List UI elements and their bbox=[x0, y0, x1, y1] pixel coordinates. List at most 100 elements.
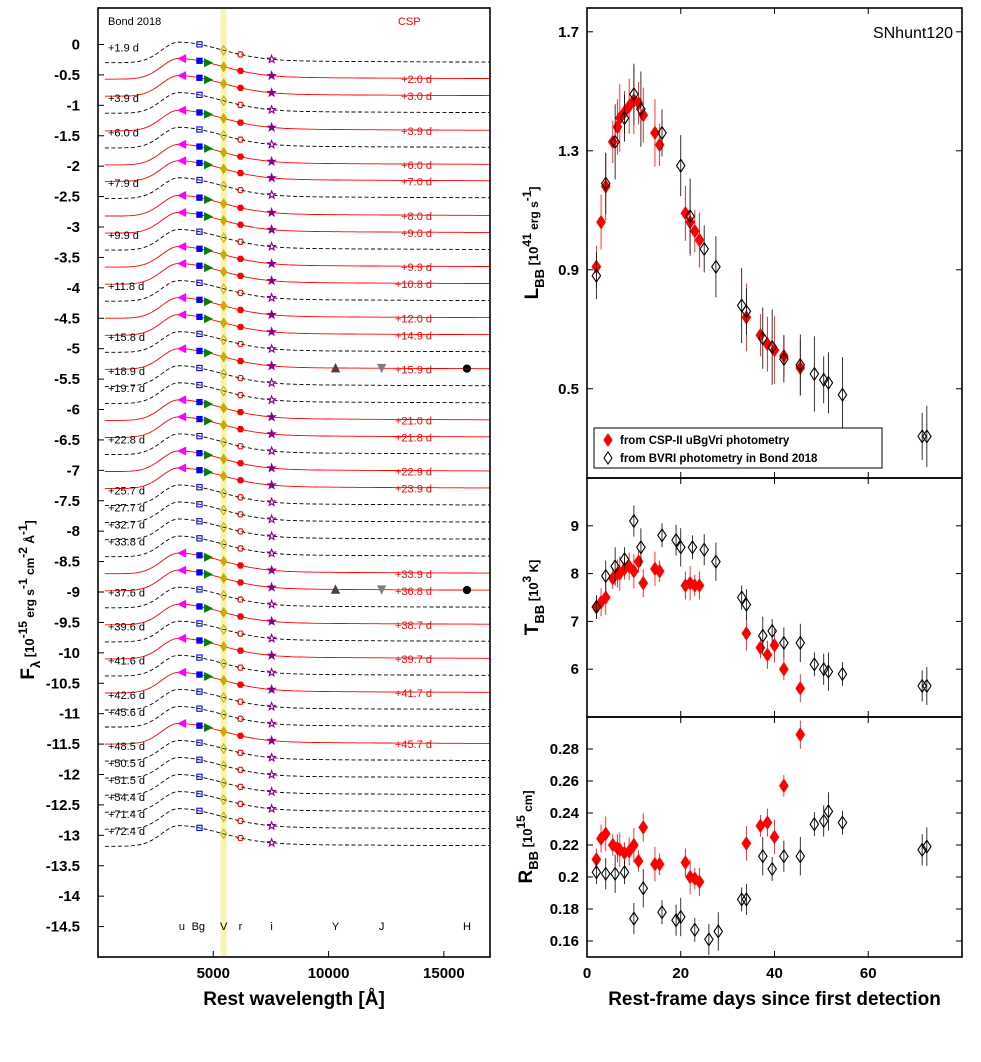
csp-point bbox=[762, 815, 773, 830]
y-tick-label: 9 bbox=[571, 518, 579, 535]
band-label: Bg bbox=[192, 921, 205, 933]
csp-point bbox=[795, 727, 806, 742]
y-axis-label-part: cm bbox=[23, 558, 37, 579]
B-band-point bbox=[196, 535, 203, 542]
V-band-point bbox=[220, 692, 228, 704]
y-tick-label: 0.18 bbox=[550, 901, 579, 918]
y-tick-label: -2.5 bbox=[54, 189, 80, 206]
epoch-label: +6.0 d bbox=[401, 160, 432, 172]
V-band-point bbox=[220, 521, 228, 533]
R-band-point bbox=[236, 238, 245, 245]
Y-band-point bbox=[330, 584, 341, 594]
y-tick-label: 0 bbox=[72, 37, 80, 54]
B-band-point bbox=[196, 262, 203, 269]
y-tick-label: -1 bbox=[67, 97, 80, 114]
csp-point bbox=[680, 855, 691, 870]
u-band-point bbox=[177, 565, 187, 575]
y-tick-label: -14 bbox=[58, 888, 80, 905]
sed-curve bbox=[104, 518, 490, 541]
csp-point bbox=[629, 563, 639, 579]
sed-curve bbox=[104, 637, 490, 660]
bond-point bbox=[757, 330, 768, 346]
csp-point bbox=[769, 829, 780, 845]
bond-point bbox=[767, 339, 778, 355]
bond-point bbox=[619, 864, 630, 880]
V-band-point bbox=[220, 402, 228, 414]
epoch-label: +27.7 d bbox=[108, 502, 145, 514]
H-band-point bbox=[462, 364, 472, 373]
y-tick-label: -6 bbox=[67, 402, 80, 419]
u-band-point bbox=[177, 446, 187, 456]
sed-curve bbox=[104, 365, 490, 387]
epoch-label: +23.9 d bbox=[395, 484, 432, 496]
panel-temperature: 6 7 8 9 TBB [103 K] bbox=[520, 477, 963, 718]
B-band-point bbox=[196, 637, 203, 644]
band-label: V bbox=[220, 921, 228, 933]
V-band-point bbox=[220, 504, 228, 516]
epoch-label: +7.0 d bbox=[401, 176, 432, 188]
y-axis-label-part: K] bbox=[527, 560, 541, 576]
y-tick-label: -12.5 bbox=[46, 797, 80, 814]
B-band-point bbox=[196, 518, 203, 525]
r-band-point bbox=[236, 84, 245, 92]
i-band-point bbox=[266, 70, 277, 81]
B-band-point bbox=[196, 194, 203, 201]
I-band-point bbox=[266, 394, 277, 405]
y-tick-label: -4 bbox=[67, 280, 81, 297]
r-band-point bbox=[236, 681, 245, 688]
bond-point bbox=[823, 804, 834, 819]
csp-point bbox=[694, 578, 705, 593]
i-band-point bbox=[266, 564, 277, 575]
sed-curve bbox=[104, 280, 490, 302]
bond-point bbox=[711, 554, 721, 569]
epoch-label: +51.5 d bbox=[108, 775, 145, 787]
csp-point bbox=[633, 554, 644, 569]
r-band-point bbox=[236, 357, 245, 365]
bond-point bbox=[823, 375, 834, 391]
i-band-point bbox=[266, 155, 277, 167]
epoch-label: +22.8 d bbox=[108, 434, 145, 446]
Y-band-point bbox=[330, 362, 341, 373]
V-band-point bbox=[220, 351, 228, 363]
sed-curve bbox=[104, 433, 490, 455]
R-band-point bbox=[236, 817, 245, 825]
u-band-point bbox=[177, 71, 187, 81]
y-tick-label: 0.26 bbox=[550, 773, 579, 790]
y-tick-label: 0.5 bbox=[558, 381, 579, 398]
bond-point bbox=[767, 623, 778, 639]
B-band-point bbox=[196, 705, 203, 712]
V-band-point bbox=[220, 232, 228, 244]
B-band-point bbox=[196, 126, 203, 133]
V-band-point bbox=[220, 215, 228, 227]
epoch-label: +8.0 d bbox=[401, 211, 432, 223]
i-band-point bbox=[266, 479, 277, 490]
sed-curve bbox=[104, 671, 490, 694]
r-band-point bbox=[236, 204, 245, 211]
r-band-point bbox=[236, 119, 245, 126]
V-band-point bbox=[220, 709, 228, 721]
y-tick-label: -1.5 bbox=[54, 128, 80, 145]
R-band-point bbox=[236, 51, 245, 58]
bond-point bbox=[711, 259, 721, 275]
bond-point bbox=[636, 101, 646, 117]
source-label-bond: Bond 2018 bbox=[108, 16, 161, 28]
sed-curve bbox=[104, 109, 490, 132]
epoch-label: +25.7 d bbox=[108, 485, 145, 497]
I-band-point bbox=[266, 513, 277, 524]
csp-point bbox=[779, 661, 789, 677]
B-band-point bbox=[196, 620, 203, 627]
y-tick-label: -3.5 bbox=[54, 249, 80, 266]
sed-curve bbox=[104, 399, 490, 421]
y-axis-label-part: -1 bbox=[16, 524, 30, 535]
csp-point bbox=[755, 640, 766, 655]
epoch-label: +9.9 d bbox=[108, 230, 139, 242]
epoch-label: +2.0 d bbox=[401, 74, 432, 86]
bond-point bbox=[600, 176, 611, 191]
B-band-point bbox=[196, 57, 203, 64]
B-band-point bbox=[196, 159, 203, 167]
I-band-point bbox=[266, 769, 277, 780]
B-band-point bbox=[196, 313, 203, 321]
g-band-point bbox=[204, 212, 214, 222]
R-band-point bbox=[236, 749, 245, 756]
csp-point bbox=[654, 563, 665, 579]
